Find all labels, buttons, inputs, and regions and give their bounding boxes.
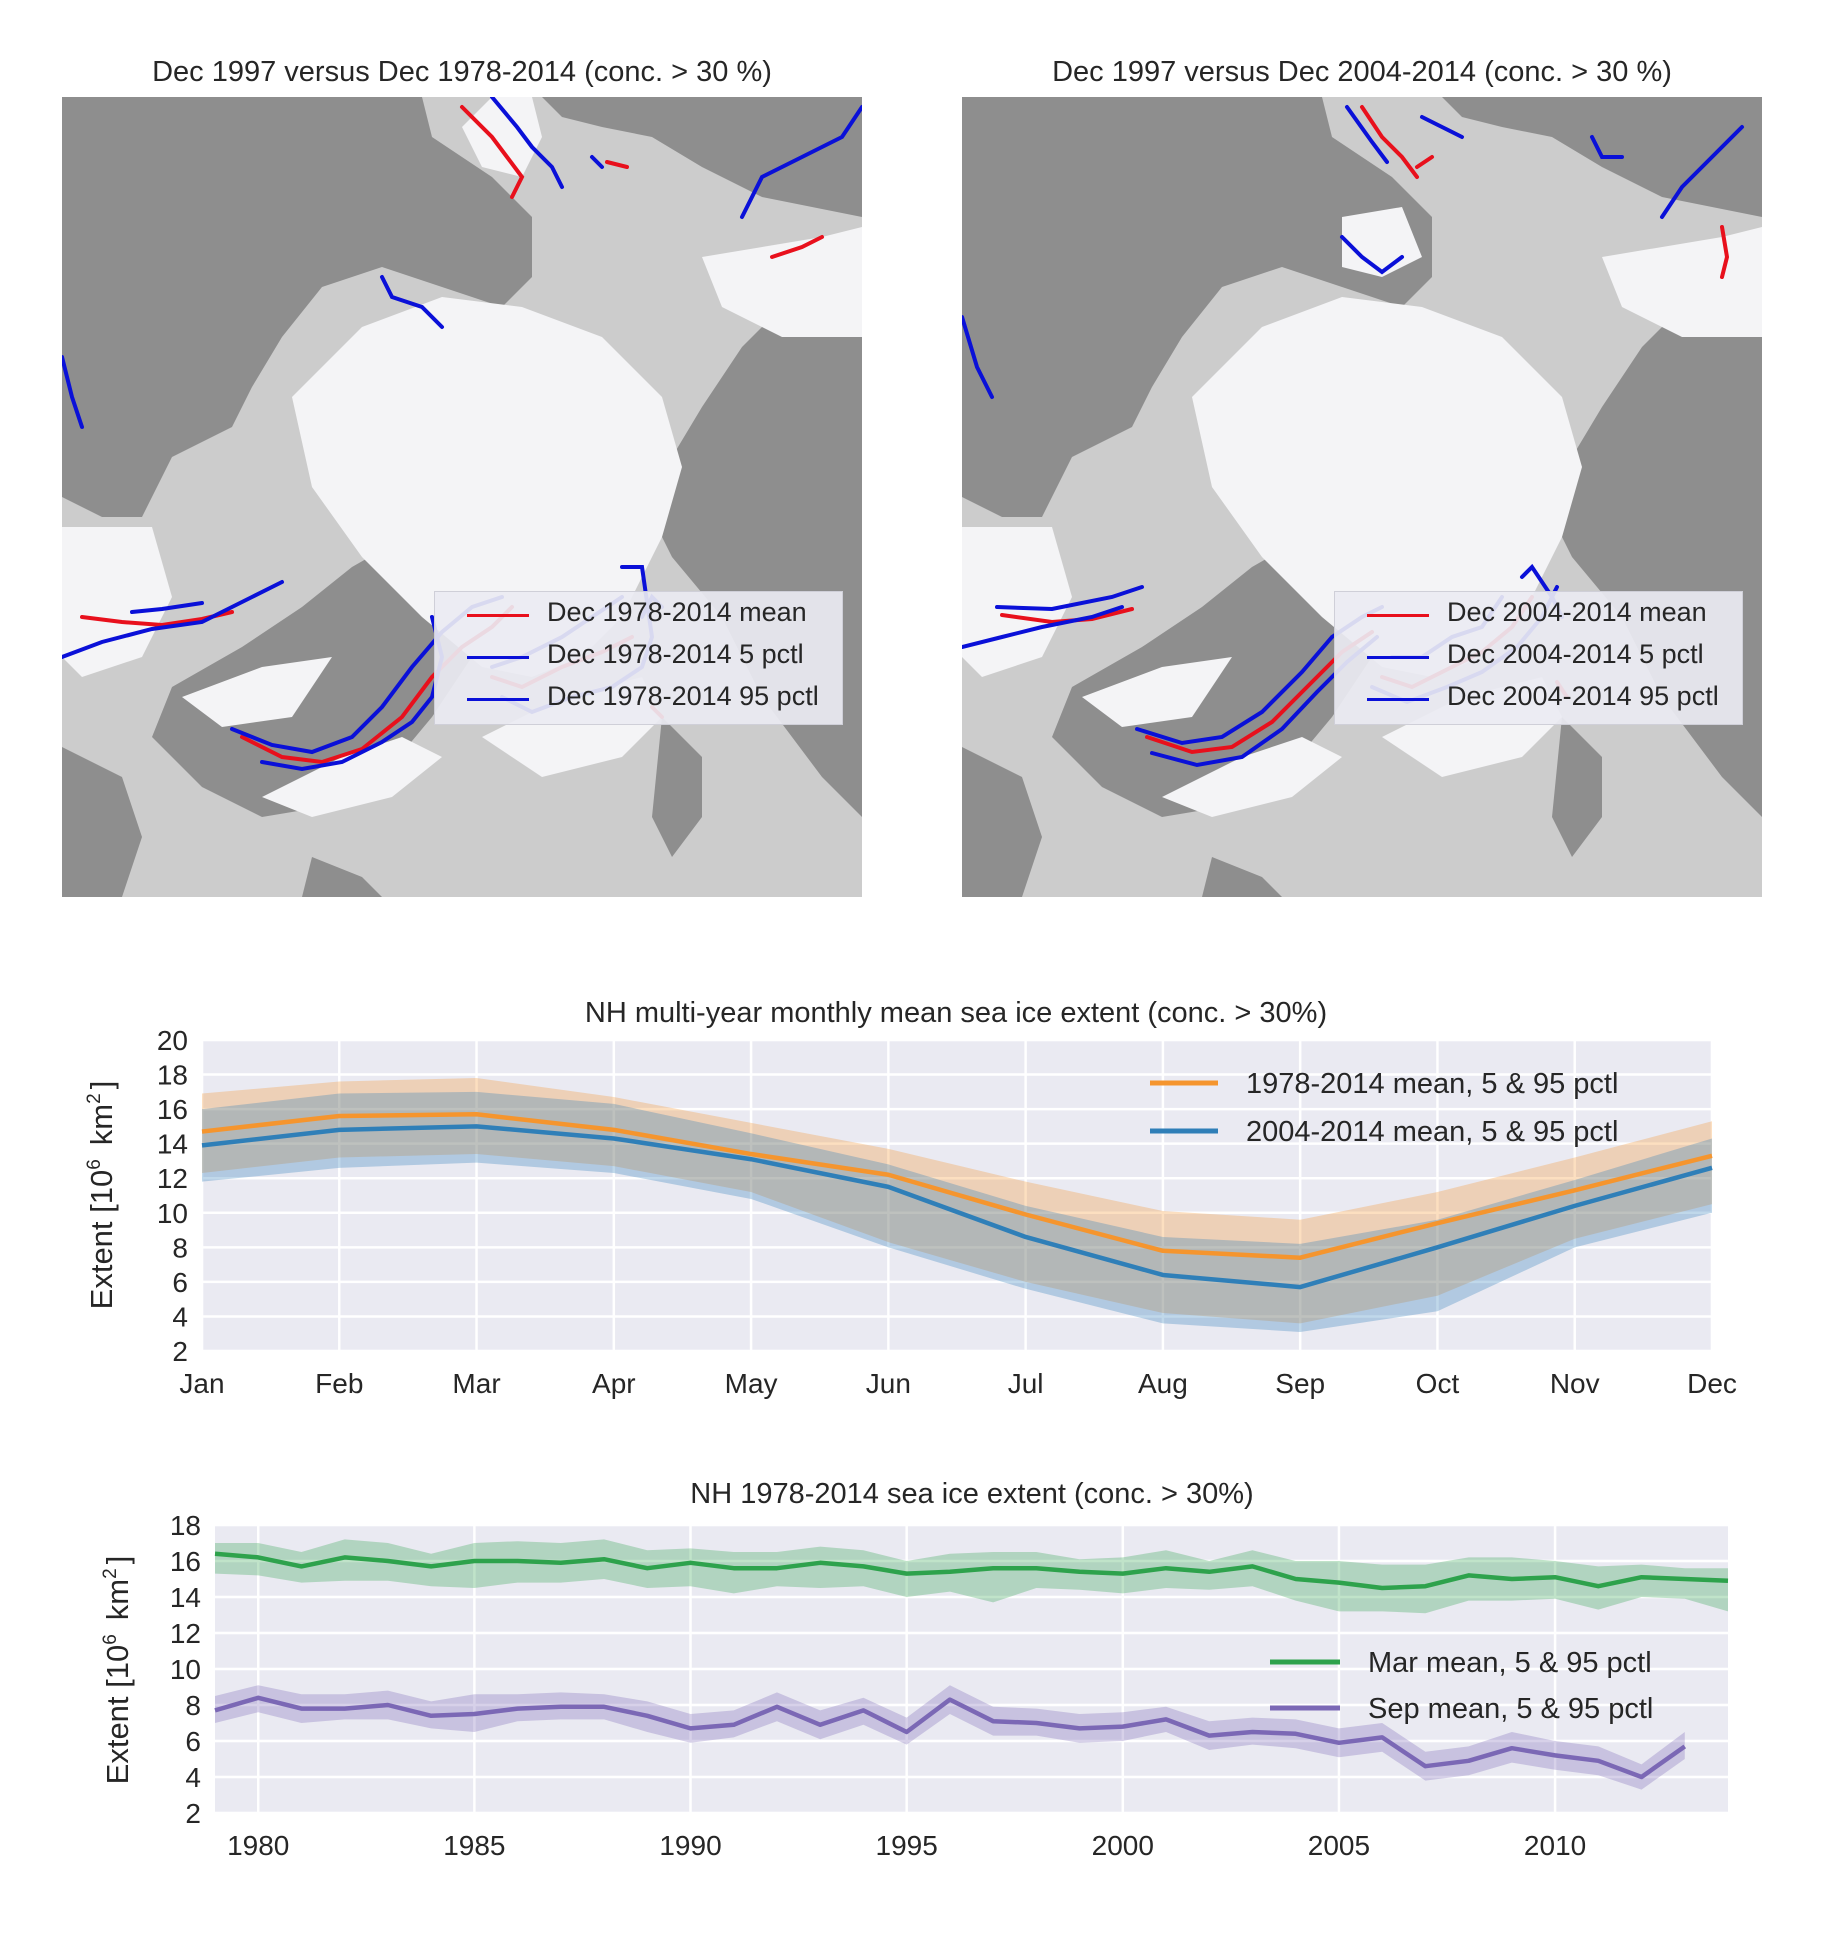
map-right-title: Dec 1997 versus Dec 2004-2014 (conc. > 3… [1052,56,1672,88]
c2-band-1 [215,1685,1685,1790]
map-right-legend-p95-label: Dec 2004-2014 95 pctl [1447,681,1719,711]
map-left-legend-mean-label: Dec 1978-2014 mean [547,597,807,627]
yearly-legend-label-mar: Mar mean, 5 & 95 pctl [1368,1647,1652,1679]
map-left: Dec 1978-2014 mean Dec 1978-2014 5 pctl … [62,97,862,897]
map-right-legend-p95-line [1367,698,1429,701]
map-right-legend-mean-label: Dec 2004-2014 mean [1447,597,1707,627]
c1-xtick-label: Aug [1138,1368,1188,1399]
c1-xtick-label: May [725,1368,778,1399]
c2-ytick-label: 2 [185,1798,201,1829]
c1-ytick-label: 16 [157,1094,188,1125]
monthly-extent-chart: NH multi-year monthly mean sea ice exten… [84,997,1737,1399]
c2-ytick-label: 4 [185,1762,201,1793]
monthly-legend: 1978-2014 mean, 5 & 95 pctl 2004-2014 me… [1150,1068,1618,1148]
c2-xtick-label: 1985 [443,1830,505,1861]
monthly-chart-title: NH multi-year monthly mean sea ice exten… [585,997,1327,1029]
map-left-legend-p5-line [467,656,529,659]
map-left-legend-p95-label: Dec 1978-2014 95 pctl [547,681,819,711]
yearly-ylabel: Extent [106km2] [100,1556,135,1785]
map-right: Dec 2004-2014 mean Dec 2004-2014 5 pctl … [962,97,1762,897]
c1-band-0 [202,1078,1712,1324]
c1-ytick-label: 14 [157,1129,188,1160]
yearly-legend-label-sep: Sep mean, 5 & 95 pctl [1368,1693,1653,1725]
map-right-legend: Dec 2004-2014 mean Dec 2004-2014 5 pctl … [1334,591,1743,725]
c1-ytick-label: 2 [172,1336,188,1367]
c1-xtick-label: Mar [452,1368,500,1399]
c2-xtick-label: 1980 [227,1830,289,1861]
map-right-legend-mean-line [1367,614,1429,617]
c1-series-line-0 [201,1112,1713,1260]
map-left-canvas [62,97,862,897]
c2-xtick-label: 2000 [1092,1830,1154,1861]
c1-ytick-label: 6 [172,1267,188,1298]
yearly-chart-title: NH 1978-2014 sea ice extent (conc. > 30%… [690,1478,1253,1510]
c2-series-line-0 [214,1551,1729,1591]
yearly-extent-chart: NH 1978-2014 sea ice extent (conc. > 30%… [100,1478,1729,1861]
c1-xtick-label: Nov [1550,1368,1600,1399]
map-left-title: Dec 1997 versus Dec 1978-2014 (conc. > 3… [152,56,772,88]
c1-series-line-1 [201,1124,1713,1290]
map-right-canvas [962,97,1762,897]
c2-ytick-label: 8 [185,1690,201,1721]
c1-xtick-label: Sep [1275,1368,1325,1399]
c2-xtick-label: 2005 [1308,1830,1370,1861]
map-right-legend-p5-line [1367,656,1429,659]
c2-series-line-1 [214,1695,1687,1780]
c1-xtick-label: Jun [866,1368,911,1399]
c1-xtick-label: Dec [1687,1368,1737,1399]
map-left-legend-mean-line [467,614,529,617]
c2-xtick-label: 1990 [659,1830,721,1861]
monthly-ylabel: Extent [106km2] [84,1081,119,1310]
c2-ytick-label: 18 [170,1510,201,1541]
c2-ytick-label: 6 [185,1726,201,1757]
c2-ytick-label: 12 [170,1618,201,1649]
c1-xtick-label: Apr [592,1368,636,1399]
monthly-legend-label-2004: 2004-2014 mean, 5 & 95 pctl [1246,1116,1618,1148]
c2-ytick-label: 16 [170,1546,201,1577]
c1-ytick-label: 18 [157,1060,188,1091]
c1-xtick-label: Oct [1416,1368,1460,1399]
c2-ytick-label: 14 [170,1582,201,1613]
c1-ytick-label: 8 [172,1232,188,1263]
c1-xtick-label: Feb [315,1368,363,1399]
map-right-legend-p5-label: Dec 2004-2014 5 pctl [1447,639,1704,669]
map-left-legend-p95-line [467,698,529,701]
c1-xtick-label: Jul [1008,1368,1044,1399]
c2-xtick-label: 1995 [876,1830,938,1861]
c1-xtick-label: Jan [179,1368,224,1399]
c1-ytick-label: 10 [157,1198,188,1229]
monthly-legend-label-1978: 1978-2014 mean, 5 & 95 pctl [1246,1068,1618,1100]
map-left-legend-p5-label: Dec 1978-2014 5 pctl [547,639,804,669]
c1-ytick-label: 12 [157,1163,188,1194]
yearly-legend: Mar mean, 5 & 95 pctl Sep mean, 5 & 95 p… [1270,1647,1653,1725]
map-left-legend: Dec 1978-2014 mean Dec 1978-2014 5 pctl … [434,591,843,725]
c1-ytick-label: 20 [157,1025,188,1056]
c2-xtick-label: 2010 [1524,1830,1586,1861]
c2-ytick-label: 10 [170,1654,201,1685]
c1-ytick-label: 4 [172,1301,188,1332]
